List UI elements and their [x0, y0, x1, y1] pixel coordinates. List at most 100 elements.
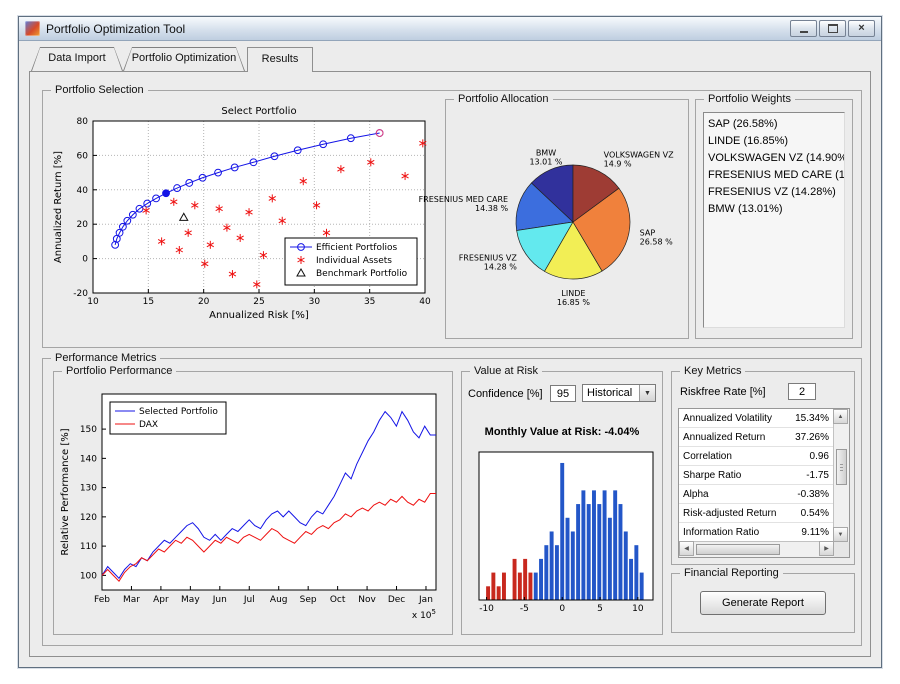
metric-value: 0.96 — [809, 450, 829, 462]
weights-list-item[interactable]: VOLKSWAGEN VZ (14.90%) — [708, 152, 845, 164]
svg-text:Selected Portfolio: Selected Portfolio — [139, 407, 218, 417]
metric-label: Correlation — [683, 450, 732, 462]
metric-row[interactable]: Annualized Return 37.26% — [679, 428, 834, 447]
riskfree-input[interactable] — [788, 383, 816, 400]
svg-text:Jun: Jun — [212, 595, 227, 605]
panel-title: Performance Metrics — [51, 351, 161, 365]
metric-label: Alpha — [683, 488, 709, 500]
panel-value-at-risk: Value at Risk Confidence [%] Historical … — [461, 364, 663, 635]
metric-row[interactable]: Sharpe Ratio -1.75 — [679, 466, 834, 485]
tab-label: Results — [261, 53, 299, 65]
app-window: Portfolio Optimization Tool × Data Impor… — [18, 16, 882, 668]
metric-value: 37.26% — [795, 431, 829, 443]
tab-label: Portfolio Optimization — [131, 52, 237, 64]
panel-title: Financial Reporting — [680, 566, 783, 580]
panel-portfolio-selection: Portfolio Selection 10 15 20 25 30 35 40 -20 0 20… — [42, 83, 862, 348]
metric-value: 15.34% — [795, 412, 829, 424]
close-button[interactable]: × — [848, 20, 875, 37]
svg-text:10: 10 — [87, 297, 99, 307]
vertical-scrollbar[interactable]: ▲ ▼ — [833, 409, 849, 542]
svg-text:Oct: Oct — [330, 595, 346, 605]
weights-list-item[interactable]: BMW (13.01%) — [708, 203, 783, 215]
weights-list-item[interactable]: FRESENIUS VZ (14.28%) — [708, 186, 836, 198]
svg-text:25: 25 — [253, 297, 264, 307]
metric-row[interactable]: Correlation 0.96 — [679, 447, 834, 466]
panel-financial-reporting: Financial Reporting Generate Report — [671, 566, 855, 633]
svg-text:Mar: Mar — [123, 595, 140, 605]
metric-row[interactable]: Risk-adjusted Return 0.54% — [679, 504, 834, 523]
svg-text:5: 5 — [597, 604, 603, 614]
performance-line-chart: 100 110 120 130 140 150 Feb Mar Apr May Jun Jul Aug S… — [60, 393, 437, 621]
maximize-icon — [827, 24, 838, 33]
metric-value: 9.11% — [801, 526, 829, 538]
titlebar[interactable]: Portfolio Optimization Tool × — [19, 17, 881, 41]
minimize-button[interactable] — [790, 20, 817, 37]
maximize-button[interactable] — [819, 20, 846, 37]
svg-text:Apr: Apr — [153, 595, 169, 605]
svg-text:Jul: Jul — [243, 595, 255, 605]
vertical-scroll-thumb[interactable] — [836, 449, 847, 485]
metric-value: -0.38% — [797, 488, 829, 500]
generate-report-button[interactable]: Generate Report — [700, 591, 826, 615]
metric-row[interactable]: Annualized Volatility 15.34% — [679, 409, 834, 428]
scroll-right-button[interactable]: ▶ — [819, 541, 834, 556]
weights-list-item[interactable]: FRESENIUS MED CARE (14.38%) — [708, 169, 845, 181]
minimize-icon — [799, 31, 808, 33]
horizontal-scrollbar[interactable]: ◀ ▶ — [679, 541, 834, 557]
tab-data-import[interactable]: Data Import — [31, 47, 123, 71]
panel-title: Value at Risk — [470, 364, 542, 378]
svg-text:60: 60 — [77, 151, 89, 161]
confidence-label: Confidence [%] — [468, 388, 543, 400]
svg-text:Annualized Risk [%]: Annualized Risk [%] — [209, 310, 309, 321]
svg-text:Sep: Sep — [300, 595, 317, 605]
svg-text:0: 0 — [82, 255, 88, 265]
window-title: Portfolio Optimization Tool — [46, 21, 186, 36]
svg-text:15: 15 — [143, 297, 154, 307]
weights-listbox[interactable]: SAP (26.58%) LINDE (16.85%) VOLKSWAGEN VZ … — [703, 112, 845, 328]
svg-text:110: 110 — [80, 542, 97, 552]
weights-list-item[interactable]: SAP (26.58%) — [708, 118, 778, 130]
svg-text:Dec: Dec — [388, 595, 405, 605]
metric-row[interactable]: Information Ratio 9.11% — [679, 523, 834, 542]
tab-fill — [124, 48, 244, 71]
panel-performance-metrics: Performance Metrics Portfolio Performanc… — [42, 351, 862, 646]
tab-portfolio-optimization[interactable]: Portfolio Optimization — [123, 47, 245, 71]
panel-title: Portfolio Weights — [704, 92, 795, 106]
metrics-table-rows: Annualized Volatility 15.34% Annualized Re… — [679, 409, 834, 542]
svg-text:Select Portfolio: Select Portfolio — [221, 106, 296, 117]
weights-list-item[interactable]: LINDE (16.85%) — [708, 135, 789, 147]
panel-title: Portfolio Selection — [51, 83, 148, 97]
svg-text:Relative Performance [%]: Relative Performance [%] — [60, 428, 71, 555]
metric-row[interactable]: Alpha -0.38% — [679, 485, 834, 504]
svg-text:Nov: Nov — [358, 595, 376, 605]
scroll-up-button[interactable]: ▲ — [833, 409, 848, 424]
svg-text:0: 0 — [559, 604, 565, 614]
panel-portfolio-weights: Portfolio Weights SAP (26.58%) LINDE (16.… — [695, 92, 853, 339]
metric-label: Sharpe Ratio — [683, 469, 742, 481]
svg-text:May: May — [181, 595, 200, 605]
scroll-down-button[interactable]: ▼ — [833, 527, 848, 542]
var-histogram-chart: -10 -5 0 5 10 — [478, 451, 654, 614]
svg-text:Feb: Feb — [94, 595, 110, 605]
riskfree-label: Riskfree Rate [%] — [680, 386, 766, 398]
svg-text:40: 40 — [77, 186, 89, 196]
main-content: Portfolio Selection 10 15 20 25 30 35 40 -20 0 20… — [29, 71, 871, 657]
var-method-dropdown[interactable]: Historical ▼ — [582, 384, 656, 402]
panel-title: Portfolio Performance — [62, 364, 177, 378]
svg-text:Efficient Portfolios: Efficient Portfolios — [316, 243, 397, 253]
horizontal-scroll-thumb[interactable] — [696, 544, 780, 555]
efficient-frontier-chart[interactable]: 10 15 20 25 30 35 40 -20 0 20 40 60 80 Select Portfol… — [47, 101, 437, 337]
metric-label: Annualized Return — [683, 431, 766, 443]
svg-text:Jan: Jan — [418, 595, 433, 605]
svg-text:140: 140 — [80, 454, 97, 464]
scroll-left-button[interactable]: ◀ — [679, 541, 694, 556]
svg-text:120: 120 — [80, 513, 97, 523]
svg-text:20: 20 — [198, 297, 210, 307]
scrollbar-corner — [834, 542, 849, 557]
svg-text:130: 130 — [80, 484, 97, 494]
svg-text:150: 150 — [80, 425, 97, 435]
confidence-input[interactable] — [550, 385, 576, 402]
svg-text:20: 20 — [77, 220, 89, 230]
tab-results[interactable]: Results — [247, 47, 313, 72]
